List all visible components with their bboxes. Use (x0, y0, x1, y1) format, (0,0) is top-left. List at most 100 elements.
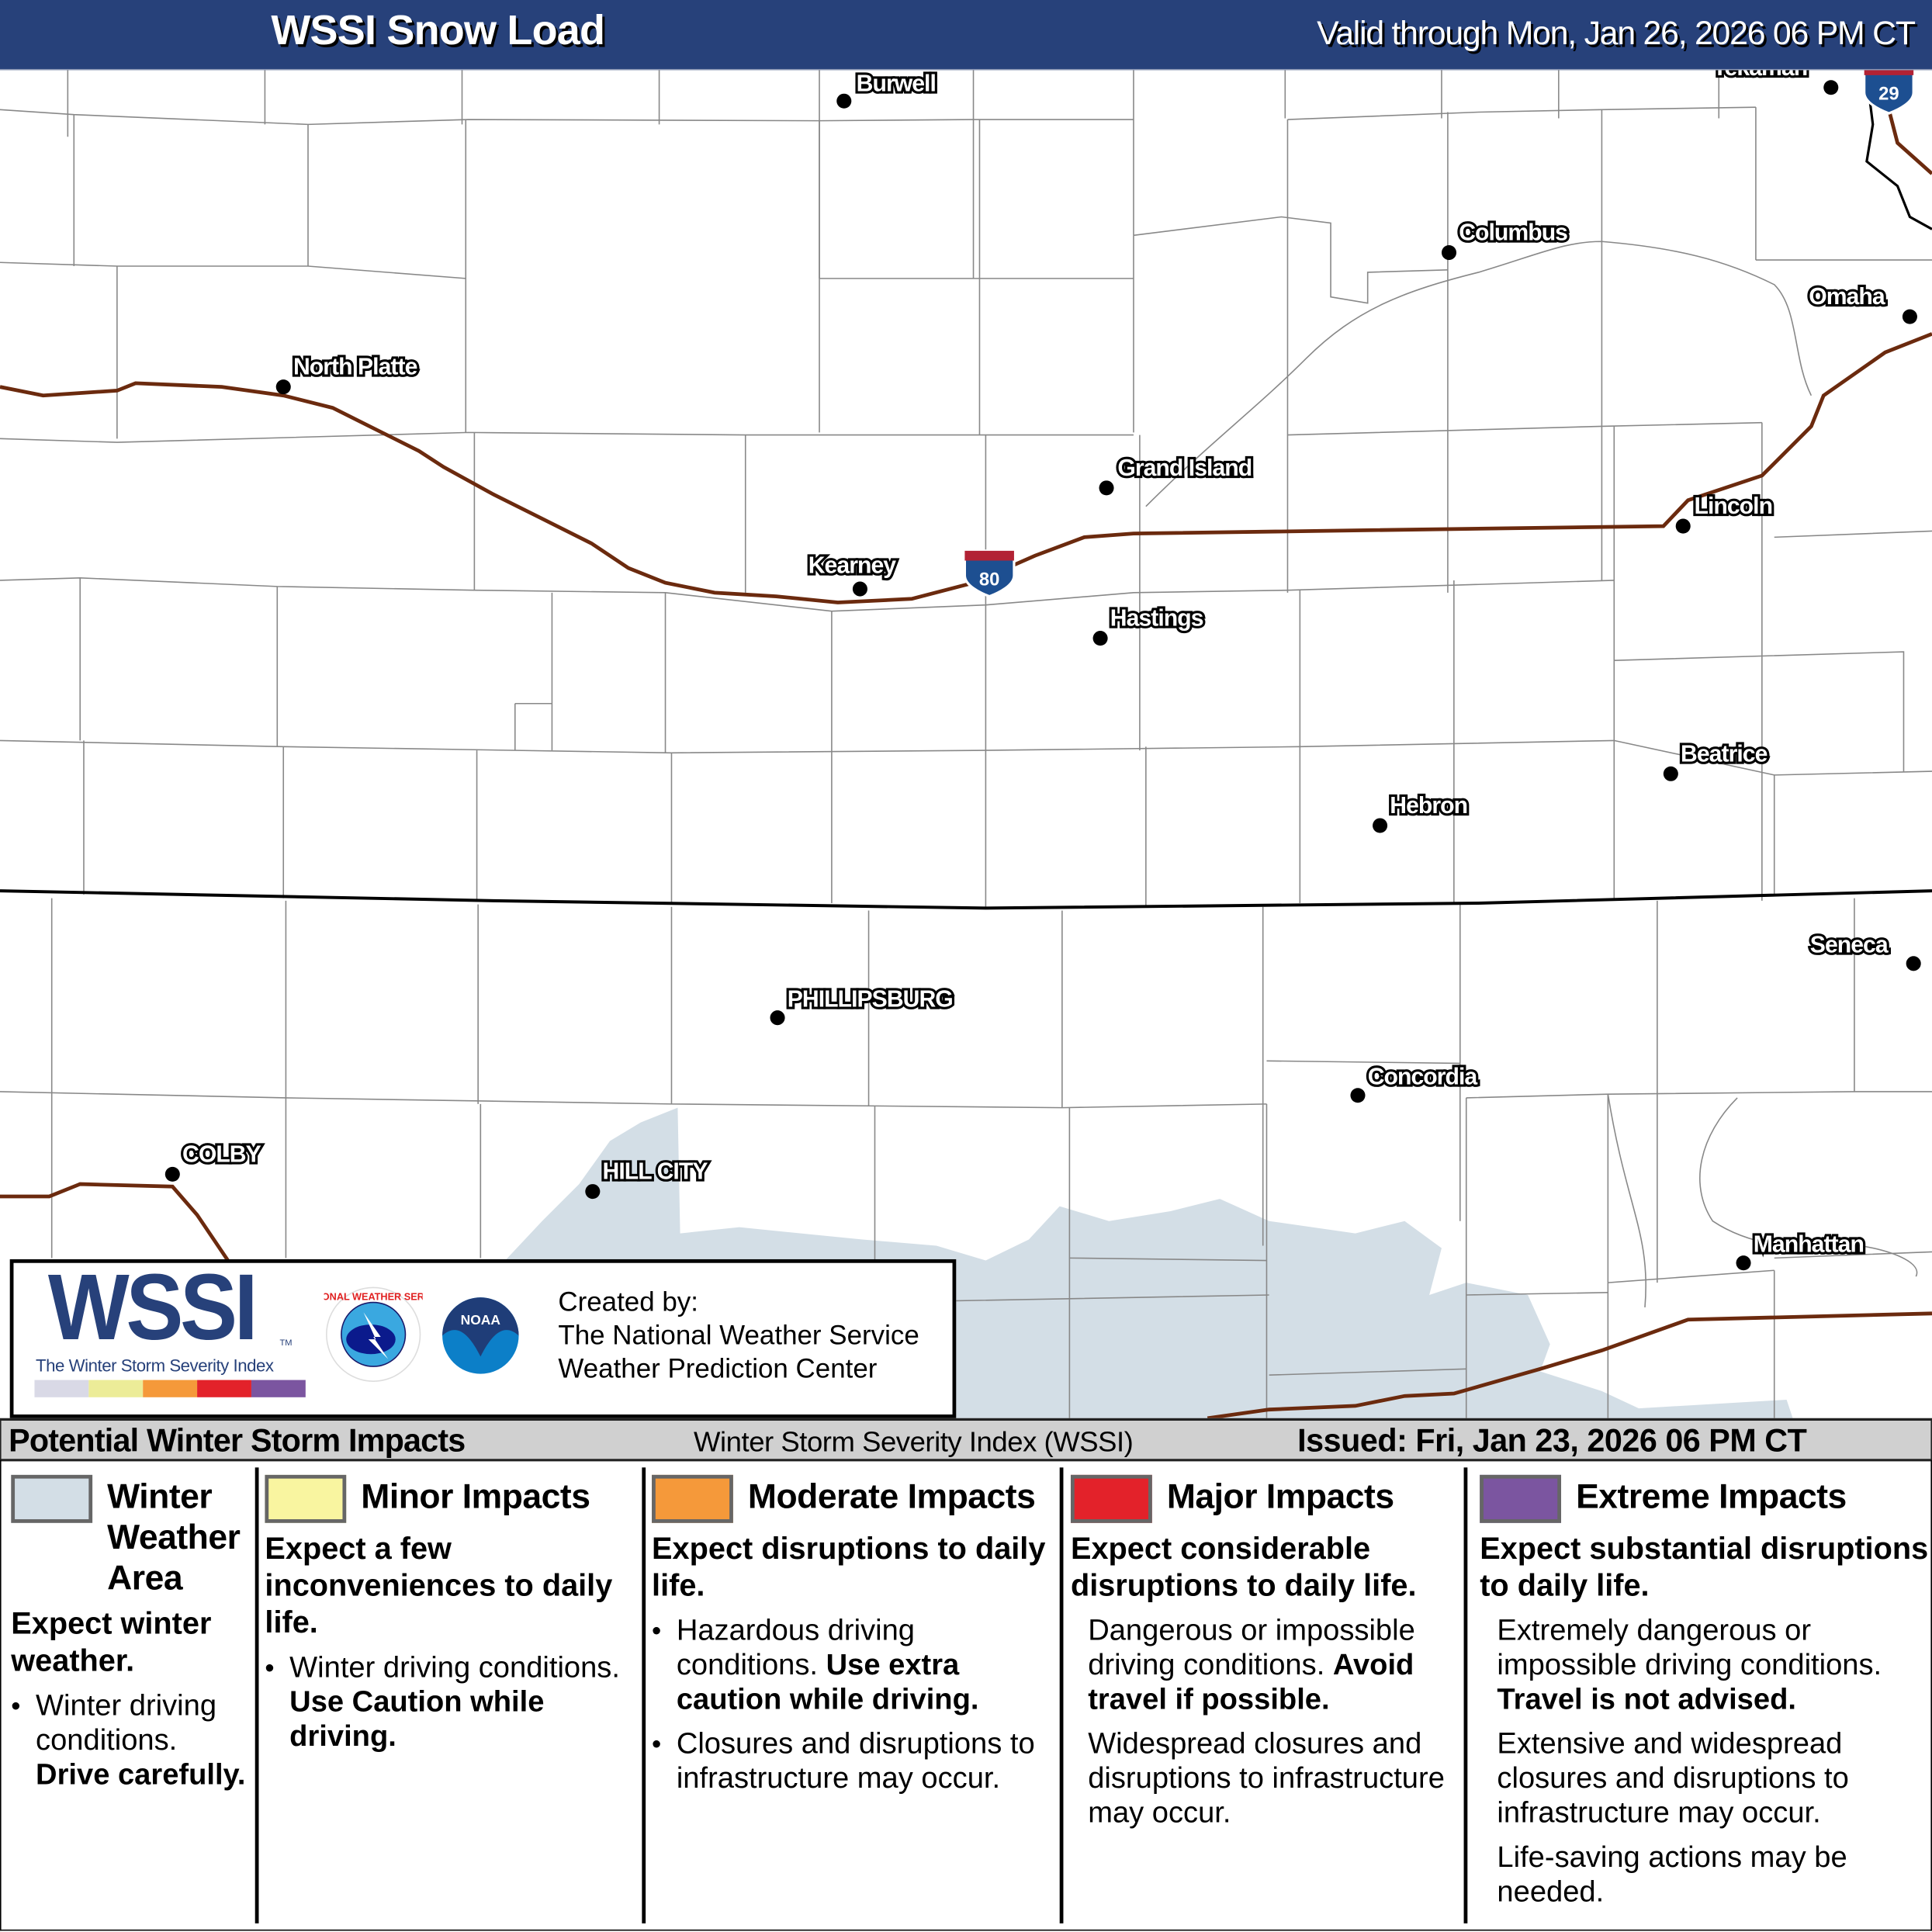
city-dot-icon (852, 581, 867, 597)
legend-item: • Closures and disruptions to infrastruct… (652, 1727, 1035, 1795)
city-hebron: Hebron (1373, 791, 1470, 833)
logo-box: WSSI TM The Winter Storm Severity Index … (9, 1255, 957, 1418)
nws-logo-icon: NATIONAL WEATHER SERVICE (324, 1286, 423, 1382)
city-dot-icon (1906, 956, 1921, 971)
city-label: Manhattan (1754, 1231, 1864, 1257)
city-label: Hastings (1110, 606, 1203, 632)
noaa-logo-icon: NOAA (431, 1286, 530, 1385)
county-lines (0, 70, 1932, 1418)
city-dot-icon (770, 1010, 785, 1026)
interstate-29 (1887, 109, 1932, 175)
city-label: Columbus (1459, 220, 1567, 246)
legend-column-minor-impacts: Minor Impacts Expect a few inconvenience… (265, 1474, 639, 1764)
city-dot-icon (1823, 80, 1839, 95)
legend-headline: Expect considerable disruptions to daily… (1070, 1531, 1417, 1604)
interstate-70-west (0, 1182, 230, 1262)
swatch-extreme-impacts (1480, 1474, 1562, 1523)
credit-line: Created by: (558, 1286, 698, 1317)
bullet-icon: • (11, 1690, 21, 1722)
trademark: TM (279, 1339, 293, 1349)
city-label: Burwell (857, 71, 936, 97)
city-hill-city: HILL CITY (585, 1157, 711, 1200)
bullet-icon: • (652, 1728, 662, 1760)
city-label: COLBY (182, 1141, 261, 1167)
map-canvas[interactable]: 80 29 Burwell Tekamah Columbus Omaha North P… (0, 70, 1932, 1418)
state-border-ne-ks (0, 889, 1932, 910)
issued-time: Issued: Fri, Jan 23, 2026 06 PM CT (1297, 1421, 1807, 1459)
legend-title-major-impacts: Major Impacts (1166, 1477, 1394, 1516)
credit-line: Weather Prediction Center (558, 1352, 878, 1384)
swatch-minor-impacts (265, 1474, 347, 1523)
city-label: Hebron (1390, 793, 1467, 819)
legend-title-extreme-impacts: Extreme Impacts (1576, 1477, 1847, 1516)
legend-divider (1059, 1467, 1064, 1923)
legend-item: Extensive and widespread closures and di… (1497, 1727, 1849, 1830)
severity-color-bar (34, 1380, 306, 1397)
city-label: Omaha (1809, 284, 1885, 310)
legend-header: Potential Winter Storm Impacts Winter St… (0, 1418, 1932, 1462)
legend-headline: Expect a few inconveniences to daily lif… (265, 1531, 613, 1640)
interstate-shield-80: 80 (963, 549, 1016, 598)
legend-item: • Winter driving conditions. Use Caution … (265, 1650, 620, 1754)
city-dot-icon (1441, 245, 1457, 261)
legend-item: • Hazardous driving conditions. Use extra… (652, 1614, 979, 1717)
severity-color-segment (34, 1380, 89, 1397)
city-label: North Platte (293, 355, 417, 380)
city-columbus: Columbus (1441, 217, 1570, 261)
city-dot-icon (585, 1184, 601, 1200)
city-hastings: Hastings (1092, 604, 1207, 646)
city-label: Seneca (1810, 933, 1889, 958)
legend-title-moderate-impacts: Moderate Impacts (747, 1477, 1036, 1516)
severity-color-segment (251, 1380, 306, 1397)
severity-color-segment (143, 1380, 198, 1397)
city-dot-icon (275, 379, 291, 395)
city-beatrice: Beatrice (1663, 739, 1771, 781)
city-north-platte: North Platte (275, 352, 421, 395)
city-label: Tekamah (1712, 71, 1807, 81)
wssi-logo: WSSI (47, 1255, 258, 1361)
svg-text:29: 29 (1878, 84, 1899, 105)
city-concordia: Concordia (1350, 1061, 1481, 1103)
severity-color-segment (197, 1380, 251, 1397)
city-dot-icon (164, 1166, 180, 1182)
swatch-winter-weather-area (11, 1474, 93, 1523)
city-lincoln: Lincoln (1675, 491, 1775, 534)
city-dot-icon (1736, 1255, 1751, 1271)
city-dot-icon (1902, 309, 1917, 324)
legend-divider (642, 1467, 646, 1923)
impact-legend: Winter Weather Area Expect winter weathe… (0, 1459, 1932, 1931)
svg-text:NOAA: NOAA (461, 1312, 501, 1328)
legend-column-moderate-impacts: Moderate Impacts Expect disruptions to d… (652, 1474, 1056, 1806)
state-border-ne-ia (1865, 74, 1932, 230)
legend-column-extreme-impacts: Extreme Impacts Expect substantial disru… (1480, 1474, 1929, 1920)
city-manhattan: Manhattan (1736, 1229, 1867, 1271)
svg-text:80: 80 (979, 569, 1000, 590)
city-dot-icon (1350, 1088, 1366, 1103)
valid-time: Valid through Mon, Jan 26, 2026 06 PM CT (1317, 15, 1916, 52)
city-phillipsburg: PHILLIPSBURG (770, 984, 956, 1026)
header-bar: WSSI Snow Load Valid through Mon, Jan 26… (0, 0, 1932, 72)
city-tekamah: Tekamah (1710, 71, 1839, 95)
city-label: Grand Island (1117, 455, 1252, 481)
legend-title-winter-weather-area: Winter Weather Area (107, 1477, 241, 1598)
legend-headline: Expect substantial disruptions to daily … (1480, 1531, 1929, 1604)
bullet-icon: • (265, 1652, 275, 1684)
legend-item: Widespread closures and disruptions to i… (1088, 1727, 1445, 1830)
city-label: Beatrice (1681, 741, 1768, 767)
city-omaha: Omaha (1806, 282, 1917, 324)
legend-headline: Expect disruptions to daily life. (652, 1531, 1046, 1604)
city-label: PHILLIPSBURG (788, 986, 953, 1012)
legend-title-minor-impacts: Minor Impacts (361, 1477, 590, 1516)
credit-line: The National Weather Service (558, 1319, 919, 1351)
legend-item: • Winter driving conditions. Drive careful… (11, 1689, 246, 1792)
map-title: WSSI Snow Load (271, 7, 605, 54)
interstate-80 (0, 332, 1932, 604)
bullet-icon: • (652, 1615, 662, 1646)
legend-item: Extremely dangerous or impossible drivin… (1497, 1614, 1882, 1717)
city-label: Concordia (1368, 1064, 1478, 1089)
city-dot-icon (1663, 766, 1678, 781)
legend-column-winter-weather-area: Winter Weather Area Expect winter weathe… (11, 1474, 252, 1802)
city-colby: COLBY (164, 1139, 265, 1182)
city-label: Kearney (808, 552, 897, 578)
